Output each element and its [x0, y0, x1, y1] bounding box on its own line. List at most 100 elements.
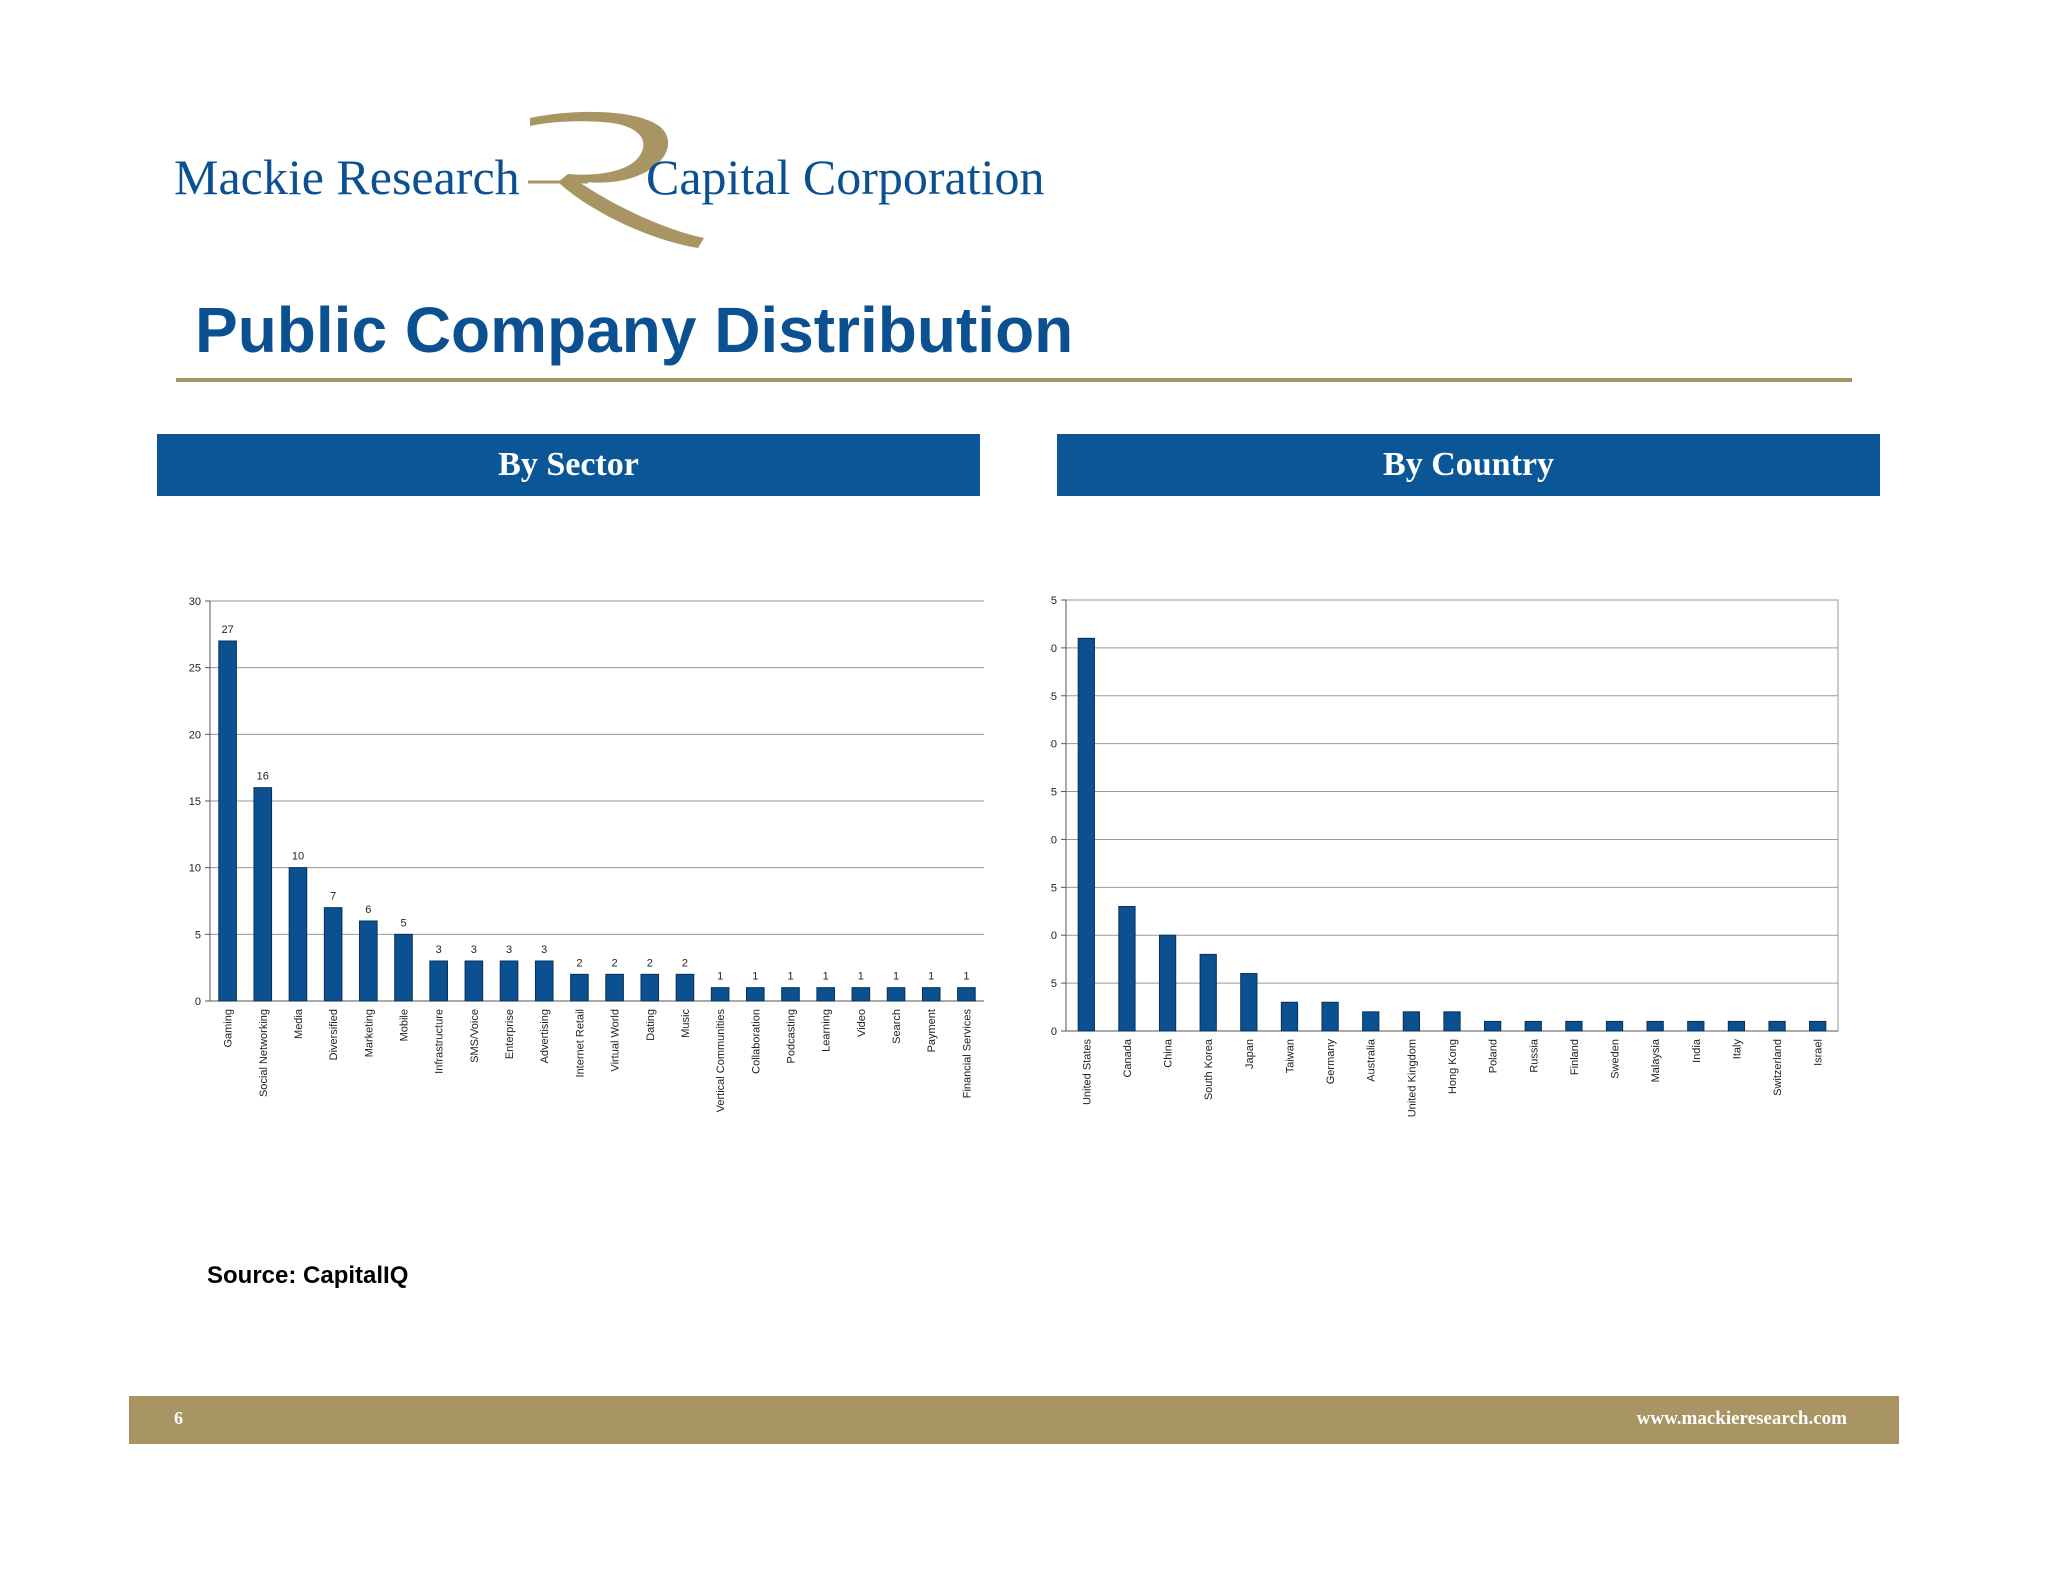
x-tick-label: Payment	[926, 1009, 938, 1052]
bar	[1240, 973, 1258, 1032]
data-label: 3	[471, 944, 477, 956]
bar	[675, 973, 695, 1002]
x-tick-label: United Kingdom	[1406, 1039, 1418, 1117]
title-divider	[176, 378, 1852, 382]
x-tick-label: Enterprise	[504, 1009, 516, 1059]
company-logo: Mackie Research Capital Corporation	[170, 110, 1070, 260]
bar	[1321, 1001, 1339, 1032]
y-tick-label: 10	[189, 863, 201, 875]
y-tick-label: 0	[1051, 1026, 1057, 1038]
bar	[1605, 1020, 1624, 1032]
logo-text-left: Mackie Research	[174, 149, 520, 205]
data-label: 1	[717, 971, 723, 983]
bar	[570, 973, 589, 1002]
x-tick-label: Marketing	[363, 1009, 375, 1057]
bar	[1524, 1020, 1542, 1032]
x-tick-label: Vertical Communities	[715, 1009, 727, 1113]
bar	[957, 987, 976, 1002]
bar	[1484, 1020, 1502, 1032]
x-tick-label: Music	[680, 1009, 692, 1038]
footer-bar: 6 www.mackieresearch.com	[129, 1396, 1899, 1444]
x-tick-label: SMS/Voice	[469, 1009, 481, 1063]
x-tick-label: Malaysia	[1650, 1038, 1662, 1082]
data-label: 1	[752, 971, 758, 983]
y-tick-label: 0	[195, 996, 201, 1008]
bar	[1565, 1020, 1583, 1032]
x-tick-label: Poland	[1488, 1039, 1500, 1073]
logo-r-mark-icon	[528, 111, 704, 248]
bar	[1687, 1020, 1705, 1032]
sector-bar-chart: 0 5 10 15 20 25 30 27 Gaming 1 6 Social Networking 1…	[189, 596, 984, 1113]
website-link[interactable]: www.mackieresearch.com	[1636, 1408, 1847, 1429]
bar	[886, 987, 906, 1002]
x-tick-label: Advertising	[539, 1009, 551, 1063]
bar	[781, 987, 800, 1002]
bar	[394, 933, 413, 1002]
sector-panel-header: By Sector	[157, 434, 980, 496]
x-tick-label: Gaming	[223, 1009, 235, 1048]
country-bar-chart: 0 5 10 15 20 25 30 35 40 45 United States Canada Chi…	[1050, 595, 1839, 1117]
x-tick-label: Hong Kong	[1447, 1039, 1459, 1094]
bar	[288, 867, 308, 1002]
data-label: 1	[858, 971, 864, 983]
x-tick-label: Media	[293, 1008, 305, 1039]
bar	[816, 987, 835, 1002]
x-tick-label: Australia	[1366, 1038, 1378, 1082]
x-tick-label: Financial Services	[961, 1009, 973, 1099]
x-tick-label: Germany	[1325, 1039, 1337, 1085]
bar	[534, 960, 554, 1002]
data-label: 3	[541, 944, 547, 956]
y-tick-label: 30	[1050, 739, 1057, 751]
data-label: 1	[787, 971, 793, 983]
x-tick-label: Switzerland	[1772, 1039, 1784, 1096]
x-tick-label: Dating	[645, 1009, 657, 1041]
bar	[921, 987, 941, 1002]
x-tick-label: Internet Retail	[574, 1009, 586, 1077]
bar	[746, 987, 765, 1002]
bar	[710, 987, 730, 1002]
bar	[1443, 1011, 1461, 1032]
data-label: 3	[436, 944, 442, 956]
y-tick-label: 5	[1051, 978, 1057, 990]
data-label: 1	[928, 971, 934, 983]
x-tick-label: South Korea	[1203, 1038, 1215, 1100]
x-tick-label: Video	[856, 1009, 868, 1037]
y-tick-label: 15	[189, 796, 201, 808]
x-tick-label: Israel	[1813, 1039, 1825, 1066]
y-tick-label: 15	[1050, 882, 1057, 894]
x-tick-label: Japan	[1244, 1039, 1256, 1069]
bar	[1118, 905, 1136, 1032]
y-tick-label: 25	[189, 663, 201, 675]
bar	[1727, 1020, 1746, 1032]
y-tick-label: 25	[1050, 787, 1057, 799]
x-tick-label: Russia	[1528, 1038, 1540, 1073]
y-tick-label: 20	[189, 729, 201, 741]
x-tick-label: Italy	[1731, 1039, 1743, 1060]
data-label: 5	[400, 917, 406, 929]
x-tick-label: Learning	[821, 1009, 833, 1052]
bar	[253, 787, 273, 1002]
bar	[1768, 1020, 1786, 1032]
x-tick-label: Collaboration	[750, 1009, 762, 1074]
bar	[1402, 1011, 1420, 1032]
bar	[359, 920, 378, 1002]
bar	[605, 973, 624, 1002]
y-tick-label: 40	[1050, 643, 1057, 655]
data-label: 10	[292, 851, 304, 863]
x-tick-label: Canada	[1122, 1038, 1134, 1077]
x-tick-label: China	[1163, 1038, 1175, 1068]
y-tick-label: 30	[189, 596, 201, 608]
bar	[1077, 637, 1095, 1032]
data-label: 6	[365, 904, 371, 916]
x-tick-label: Virtual World	[610, 1009, 622, 1072]
bar	[1199, 953, 1217, 1032]
bar	[851, 987, 871, 1002]
data-label: 2	[647, 957, 653, 969]
data-label: 27	[221, 624, 233, 636]
bar	[1362, 1011, 1380, 1032]
bar	[499, 960, 519, 1002]
data-label: 2	[682, 957, 688, 969]
bar	[429, 960, 448, 1002]
data-label: 2	[576, 957, 582, 969]
x-tick-label: Social Networking	[258, 1009, 270, 1097]
